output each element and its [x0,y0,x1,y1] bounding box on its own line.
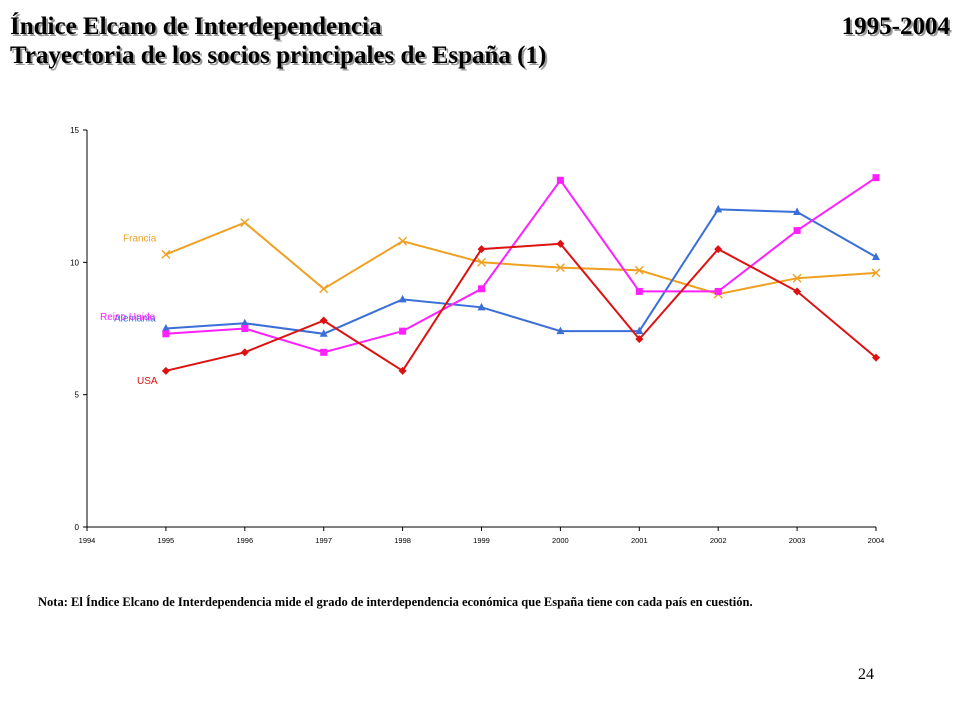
series-francia [161,218,881,299]
data-point-usa [793,287,802,296]
data-point-usa [872,353,880,362]
series-label-reino-unido: Reino Unido [100,312,155,323]
data-point-reino-unido [478,285,485,293]
data-point-alemania [240,318,249,327]
data-point-francia [398,236,408,246]
axes: 0 5 10 15 1994 1995 1996 1997 1998 1999 2000 2001 20… [70,126,884,545]
data-point-alemania [319,329,328,337]
data-point-usa [398,366,407,375]
data-point-francia [634,265,644,275]
data-point-alemania [398,294,407,303]
series-alemania [161,204,880,337]
data-point-alemania [477,302,486,311]
series-line-alemania [165,208,877,335]
data-point-alemania [872,252,880,261]
data-point-francia [319,284,329,294]
series-label-usa: USA [137,376,158,387]
data-point-francia [477,257,486,267]
data-point-alemania [714,204,723,213]
x-tick-label: 2004 [868,536,885,545]
series-line-reino-unido [165,176,877,354]
data-point-usa [319,316,328,325]
data-point-francia [871,268,881,278]
data-point-francia [161,249,171,259]
data-point-reino-unido [162,330,170,338]
data-point-usa [635,335,644,344]
y-tick-label: 10 [70,258,79,267]
data-point-reino-unido [714,287,722,295]
y-tick-label: 15 [70,126,79,135]
series-label-alemania: Alemania [114,314,156,325]
y-tick-label: 0 [75,523,80,532]
data-point-reino-unido [556,176,564,184]
data-point-usa [477,245,486,254]
data-point-francia [792,273,802,283]
x-tick-label: 2001 [631,536,648,545]
data-point-usa [161,366,170,375]
series-label-francia: Francia [123,233,157,244]
series-line-francia [165,221,877,296]
data-point-reino-unido [241,325,249,332]
data-point-usa [714,245,723,254]
slide-header: Índice Elcano de Interdependencia 1995-2… [10,12,950,70]
x-tick-label: 1998 [394,536,411,545]
x-tick-label: 2000 [552,536,569,545]
page-number: 24 [858,666,874,683]
data-point-usa [556,239,565,248]
data-point-alemania [793,207,802,216]
x-tick-label: 1999 [473,536,490,545]
footnote: Nota: El Índice Elcano de Interdependenc… [38,595,753,609]
data-point-alemania [556,326,565,335]
x-tick-label: 2002 [710,536,727,545]
series-line-usa [165,242,877,373]
data-point-francia [555,263,565,273]
data-point-reino-unido [872,174,880,182]
slide-title: Índice Elcano de Interdependencia [10,13,382,40]
series-reino-unido [162,174,880,356]
x-tick-label: 1996 [236,536,253,545]
x-tick-label: 1997 [315,536,332,545]
data-point-reino-unido [399,327,407,335]
title-row: Índice Elcano de Interdependencia 1995-2… [10,12,950,41]
data-point-alemania [161,324,170,332]
data-point-reino-unido [320,348,328,356]
data-point-reino-unido [793,227,801,235]
series-layer [161,174,881,375]
data-point-francia [240,218,250,228]
y-tick-label: 5 [75,391,80,400]
slide-years: 1995-2004 [841,13,950,40]
data-point-usa [240,348,249,357]
data-point-reino-unido [635,287,643,295]
series-usa [161,239,880,375]
x-tick-label: 1995 [158,536,175,545]
slide-subtitle: Trayectoria de los socios principales de… [10,42,547,69]
data-point-alemania [635,326,644,335]
x-tick-label: 2003 [789,536,806,545]
x-tick-label: 1994 [79,536,96,545]
